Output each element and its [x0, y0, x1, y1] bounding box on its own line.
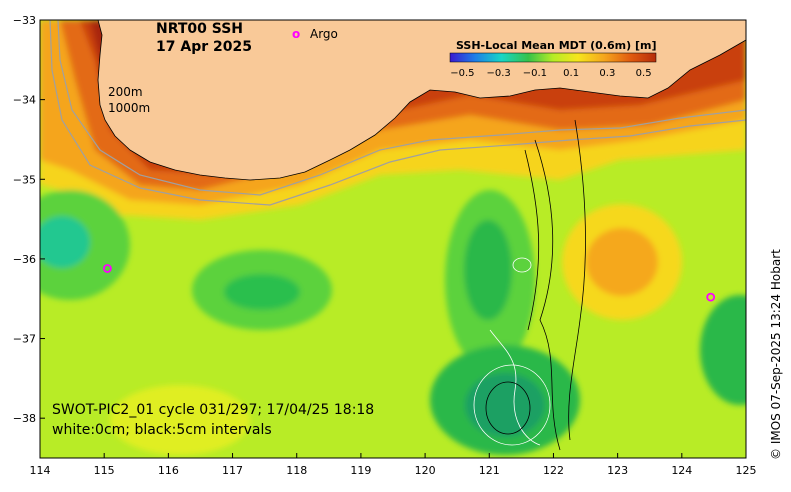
colorbar-tick-label: −0.5	[450, 68, 474, 79]
colorbar-tick-label: 0.3	[599, 68, 615, 79]
contour-legend-200m: 200m	[108, 85, 143, 99]
x-tick-label: 119	[350, 464, 371, 477]
swot-swath	[473, 119, 586, 451]
colorbar-tick-label: 0.5	[636, 68, 652, 79]
colorbar	[449, 52, 657, 63]
bathymetry-1000m	[49, 20, 746, 206]
argo-float-marker	[102, 264, 112, 273]
credit-text: © IMOS 07-Sep-2025 13:24 Hobart	[769, 249, 783, 460]
x-tick-label: 120	[415, 464, 436, 477]
argo-legend-label: Argo	[310, 27, 338, 41]
x-tick-label: 122	[543, 464, 564, 477]
x-tick-label: 124	[671, 464, 692, 477]
argo-floats	[102, 264, 716, 302]
y-tick-label: −33	[13, 14, 36, 27]
x-tick-label: 121	[479, 464, 500, 477]
colorbar-tick-label: 0.1	[563, 68, 579, 79]
argo-legend-symbol: o	[292, 27, 300, 41]
y-tick-label: −37	[13, 333, 36, 346]
x-tick-label: 114	[30, 464, 51, 477]
swot-info-line2: white:0cm; black:5cm intervals	[52, 422, 272, 438]
argo-float-marker	[706, 292, 716, 302]
x-tick-label: 125	[736, 464, 757, 477]
x-tick-label: 116	[158, 464, 179, 477]
title-line1: NRT00 SSH	[156, 21, 243, 37]
x-tick-label: 123	[607, 464, 628, 477]
y-tick-label: −35	[13, 173, 36, 186]
y-tick-label: −34	[13, 94, 36, 107]
plot-frame	[39, 19, 747, 459]
colorbar-tick-label: −0.3	[486, 68, 510, 79]
swot-info-line1: SWOT-PIC2_01 cycle 031/297; 17/04/25 18:…	[52, 402, 374, 418]
colorbar-ticks: −0.5 −0.3 −0.1 0.1 0.3 0.5	[450, 68, 651, 79]
colorbar-title: SSH-Local Mean MDT (0.6m) [m]	[456, 39, 656, 52]
title-line2: 17 Apr 2025	[156, 39, 252, 55]
x-tick-label: 118	[286, 464, 307, 477]
x-axis: 114 115 116 117 118 119 120 121 122 123 124 125	[30, 453, 757, 477]
contour-legend-1000m: 1000m	[108, 101, 150, 115]
bathymetry-200m	[57, 20, 746, 196]
colorbar-tick-label: −0.1	[523, 68, 547, 79]
y-tick-label: −38	[13, 412, 36, 425]
coastline	[97, 20, 746, 181]
y-tick-label: −36	[13, 253, 36, 266]
y-axis: −33 −34 −35 −36 −37 −38	[13, 14, 45, 425]
x-tick-label: 117	[222, 464, 243, 477]
ssh-field	[40, 20, 746, 458]
x-tick-label: 115	[94, 464, 115, 477]
